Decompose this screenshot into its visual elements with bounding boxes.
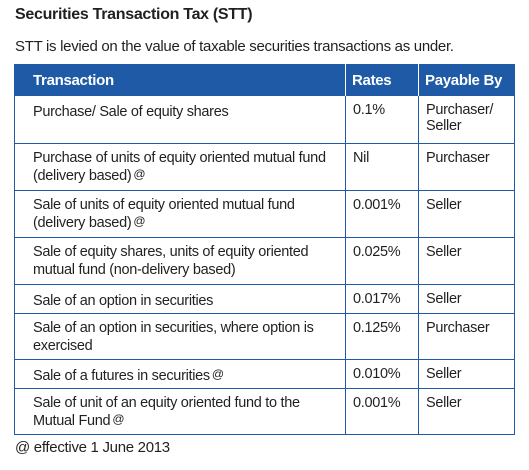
header-rates: Rates xyxy=(345,64,419,96)
rate-cell: 0.001% xyxy=(345,388,419,435)
payable-cell: Seller xyxy=(418,237,515,285)
transaction-text: Sale of equity shares, units of equity o… xyxy=(33,244,309,278)
transaction-cell: Sale of an option in securities, where o… xyxy=(14,313,346,360)
transaction-text: Sale of units of equity oriented mutual … xyxy=(33,197,295,231)
intro-text: STT is levied on the value of taxable se… xyxy=(15,38,454,55)
transaction-text: Purchase of units of equity oriented mut… xyxy=(33,150,326,184)
header-transaction: Transaction xyxy=(14,64,346,96)
payable-cell: Purchaser xyxy=(418,143,515,191)
rate-cell: 0.125% xyxy=(345,313,419,360)
effective-marker: @ xyxy=(112,412,125,426)
transaction-cell: Sale of equity shares, units of equity o… xyxy=(14,237,346,285)
rate-cell: Nil xyxy=(345,143,419,191)
effective-marker: @ xyxy=(133,214,146,228)
table-row: Sale of units of equity oriented mutual … xyxy=(14,190,515,238)
table-row: Sale of an option in securities 0.017% S… xyxy=(14,284,515,314)
effective-marker: @ xyxy=(133,167,146,181)
rate-cell: 0.025% xyxy=(345,237,419,285)
transaction-cell: Purchase of units of equity oriented mut… xyxy=(14,143,346,191)
transaction-cell: Sale of a futures in securities @ xyxy=(14,359,346,389)
table-row: Purchase of units of equity oriented mut… xyxy=(14,143,515,191)
transaction-text: Sale of an option in securities, where o… xyxy=(33,320,314,354)
payable-cell: Seller xyxy=(418,284,515,314)
transaction-text: Purchase/ Sale of equity shares xyxy=(33,104,229,120)
payable-cell: Purchaser/ Seller xyxy=(418,95,515,144)
transaction-text: Sale of an option in securities xyxy=(33,293,214,309)
table-row: Purchase/ Sale of equity shares 0.1% Pur… xyxy=(14,95,515,144)
payable-cell: Seller xyxy=(418,388,515,435)
transaction-cell: Sale of an option in securities xyxy=(14,284,346,314)
page-title: Securities Transaction Tax (STT) xyxy=(15,6,253,23)
payable-cell: Seller xyxy=(418,359,515,389)
footnote: @ effective 1 June 2013 xyxy=(15,439,170,456)
table-row: Sale of an option in securities, where o… xyxy=(14,313,515,360)
transaction-text: Sale of unit of an equity oriented fund … xyxy=(33,395,300,429)
stt-table: Transaction Rates Payable By Purchase/ S… xyxy=(14,64,515,435)
table-header-row: Transaction Rates Payable By xyxy=(14,64,515,96)
payable-cell: Purchaser xyxy=(418,313,515,360)
rate-cell: 0.1% xyxy=(345,95,419,144)
table-row: Sale of equity shares, units of equity o… xyxy=(14,237,515,285)
header-payable-by: Payable By xyxy=(418,64,515,96)
rate-cell: 0.017% xyxy=(345,284,419,314)
transaction-cell: Sale of unit of an equity oriented fund … xyxy=(14,388,346,435)
table-row: Sale of unit of an equity oriented fund … xyxy=(14,388,515,435)
transaction-cell: Purchase/ Sale of equity shares xyxy=(14,95,346,144)
rate-cell: 0.010% xyxy=(345,359,419,389)
rate-cell: 0.001% xyxy=(345,190,419,238)
table-row: Sale of a futures in securities @ 0.010% … xyxy=(14,359,515,389)
transaction-cell: Sale of units of equity oriented mutual … xyxy=(14,190,346,238)
effective-marker: @ xyxy=(211,367,224,381)
transaction-text: Sale of a futures in securities xyxy=(33,368,210,384)
payable-cell: Seller xyxy=(418,190,515,238)
